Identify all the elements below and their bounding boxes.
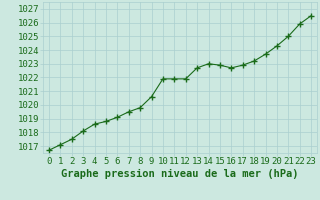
- X-axis label: Graphe pression niveau de la mer (hPa): Graphe pression niveau de la mer (hPa): [61, 169, 299, 179]
